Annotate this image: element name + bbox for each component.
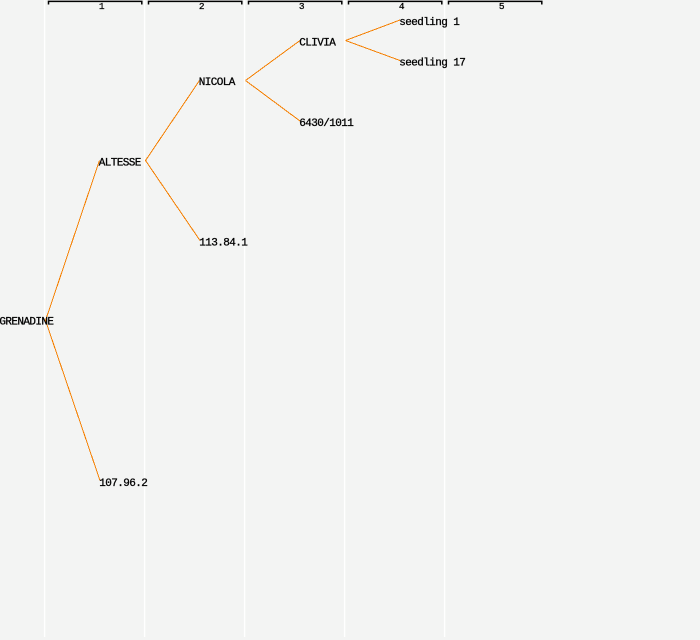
svg-text:2: 2 xyxy=(199,1,205,12)
svg-text:6430/1011: 6430/1011 xyxy=(299,118,354,130)
svg-text:NICOLA: NICOLA xyxy=(199,77,236,89)
svg-text:seedling 1: seedling 1 xyxy=(399,17,460,29)
svg-text:107.96.2: 107.96.2 xyxy=(99,478,147,490)
svg-text:1: 1 xyxy=(99,1,105,12)
svg-text:113.84.1: 113.84.1 xyxy=(199,238,248,250)
svg-text:4: 4 xyxy=(399,1,405,12)
svg-text:ALTESSE: ALTESSE xyxy=(99,157,142,169)
svg-text:3: 3 xyxy=(299,1,305,12)
svg-text:5: 5 xyxy=(499,1,505,12)
svg-text:CLIVIA: CLIVIA xyxy=(299,37,336,49)
svg-text:GRENADINE: GRENADINE xyxy=(0,317,54,329)
svg-text:seedling 17: seedling 17 xyxy=(399,58,465,70)
